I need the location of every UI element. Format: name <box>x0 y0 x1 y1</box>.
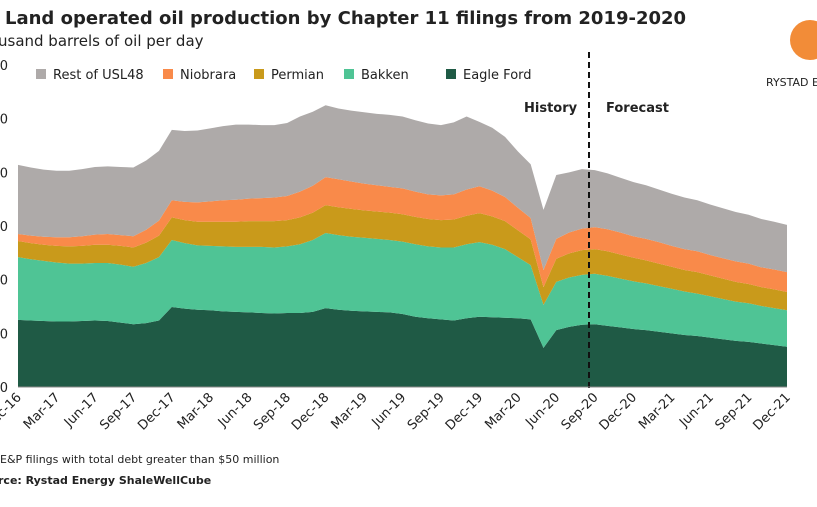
area <box>18 232 787 348</box>
logo-text: RYSTAD E <box>766 76 817 89</box>
x-tick-label: Jun-17 <box>61 390 102 431</box>
y-tick-label: 300 <box>0 220 8 235</box>
x-tick-label: Dec-18 <box>289 390 332 433</box>
x-tick-label: Mar-18 <box>175 390 217 432</box>
y-tick-label: 0 <box>0 381 8 396</box>
legend-label: Niobrara <box>180 68 236 83</box>
x-tick-label: Jun-19 <box>369 390 410 431</box>
x-tick-label: Sep-20 <box>559 390 602 433</box>
legend-label: Bakken <box>361 68 409 83</box>
footnote: E&P filings with total debt greater than… <box>0 453 279 466</box>
x-tick-label: Dec-19 <box>443 390 486 433</box>
x-tick-label: Dec-16 <box>0 390 25 433</box>
y-tick-label: 500 <box>0 113 8 128</box>
area <box>18 105 787 273</box>
x-tick-label: Mar-17 <box>21 390 63 432</box>
x-tick-label: Mar-20 <box>482 390 524 432</box>
area <box>18 177 787 293</box>
x-tick-label: Mar-21 <box>636 390 678 432</box>
legend-label: Permian <box>271 68 324 83</box>
x-tick-label: Mar-19 <box>328 390 370 432</box>
x-tick-label: Sep-17 <box>97 390 140 433</box>
logo-mark <box>790 20 817 60</box>
x-tick-label: Sep-18 <box>251 390 294 433</box>
legend-swatch <box>344 69 354 79</box>
y-tick-label: 400 <box>0 166 8 181</box>
x-tick-label: Sep-21 <box>712 390 755 433</box>
plot-area <box>18 105 787 387</box>
x-tick-label: Jun-20 <box>522 390 563 431</box>
chart-title: Land operated oil production by Chapter … <box>5 8 686 29</box>
legend-label: Rest of USL48 <box>53 68 144 83</box>
x-tick-label: Dec-20 <box>597 390 640 433</box>
x-tick-label: Sep-19 <box>405 390 448 433</box>
annotation: Forecast <box>606 101 669 116</box>
y-tick-label: 600 <box>0 59 8 74</box>
x-tick-label: Jun-21 <box>676 390 717 431</box>
area <box>18 307 787 387</box>
x-tick-label: Dec-21 <box>750 390 793 433</box>
legend-swatch <box>254 69 264 79</box>
legend-swatch <box>36 69 46 79</box>
annotation: History <box>524 101 578 116</box>
chart-subtitle: usand barrels of oil per day <box>0 32 204 50</box>
legend-swatch <box>446 69 456 79</box>
area <box>18 205 787 311</box>
y-tick-label: 100 <box>0 327 8 342</box>
x-tick-label: Dec-17 <box>135 390 178 433</box>
x-tick-label: Jun-18 <box>215 390 256 431</box>
y-tick-label: 200 <box>0 274 8 289</box>
legend-swatch <box>163 69 173 79</box>
legend-label: Eagle Ford <box>463 68 532 83</box>
source: rce: Rystad Energy ShaleWellCube <box>0 474 211 487</box>
